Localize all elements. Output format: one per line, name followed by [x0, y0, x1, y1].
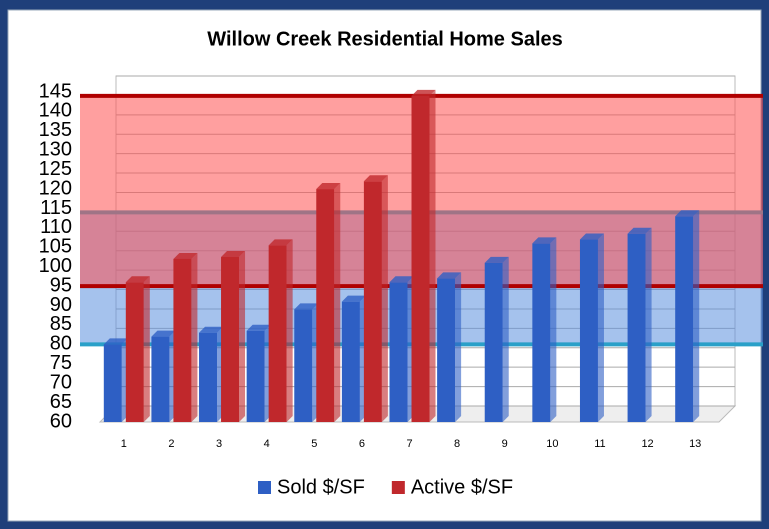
- bar-top: [125, 276, 150, 283]
- bar-top: [316, 183, 341, 190]
- y-tick-label: 70: [50, 371, 72, 393]
- bar-side: [455, 272, 462, 422]
- bar-side: [191, 252, 198, 422]
- bar-top: [103, 338, 128, 345]
- y-tick-label: 100: [39, 255, 72, 277]
- y-tick-label: 135: [39, 119, 72, 141]
- bar-top: [246, 324, 271, 331]
- bar-top: [579, 233, 604, 240]
- bar: [173, 258, 192, 422]
- y-tick-label: 65: [50, 391, 72, 413]
- x-tick-label: 3: [216, 438, 222, 450]
- y-tick-label: 140: [39, 100, 72, 122]
- bar-top: [627, 227, 652, 234]
- y-tick-label: 145: [39, 80, 72, 102]
- bar-side: [239, 251, 246, 422]
- bar-side: [429, 89, 436, 422]
- bar-side: [597, 233, 604, 422]
- bar-side: [693, 210, 700, 422]
- x-tick-label: 11: [594, 438, 605, 450]
- x-tick-label: 8: [454, 438, 460, 450]
- bar: [389, 282, 408, 422]
- x-tick-label: 1: [121, 438, 127, 450]
- bar: [221, 257, 240, 422]
- bar-top: [173, 252, 198, 259]
- bar-top: [437, 272, 462, 279]
- bar-top: [389, 276, 414, 283]
- bar: [579, 239, 598, 422]
- x-tick-label: 2: [168, 438, 174, 450]
- legend-swatch: [258, 481, 271, 494]
- bar: [675, 216, 694, 422]
- bar: [437, 278, 456, 422]
- x-tick-label: 5: [311, 438, 317, 450]
- bar-top: [484, 256, 509, 263]
- bar: [268, 245, 287, 422]
- x-tick-label: 9: [502, 438, 508, 450]
- bar-top: [268, 239, 293, 246]
- y-tick-label: 90: [50, 294, 72, 316]
- bar-top: [675, 210, 700, 217]
- x-tick-label: 10: [546, 438, 558, 450]
- legend-swatch: [391, 481, 405, 494]
- bar: [246, 330, 265, 422]
- bar-side: [381, 175, 388, 422]
- bar-top: [199, 326, 224, 333]
- y-tick-label: 120: [39, 177, 72, 199]
- bar: [316, 189, 335, 422]
- bar-side: [286, 239, 293, 422]
- bar: [341, 301, 360, 422]
- x-tick-label: 4: [264, 438, 270, 450]
- bar: [125, 282, 144, 422]
- y-tick-label: 85: [50, 313, 72, 335]
- bar: [363, 181, 382, 422]
- chart-title: Willow Creek Residential Home Sales: [207, 28, 563, 50]
- bar-top: [294, 303, 319, 310]
- bar: [627, 233, 646, 422]
- y-tick-label: 110: [40, 216, 72, 238]
- bar-top: [151, 330, 176, 337]
- bar-side: [645, 227, 652, 422]
- legend-label: Sold $/SF: [277, 476, 365, 498]
- x-tick-label: 12: [641, 438, 653, 450]
- x-tick-label: 6: [359, 438, 365, 450]
- bar-side: [502, 256, 509, 422]
- legend-label: Active $/SF: [411, 476, 513, 498]
- bar-top: [411, 89, 436, 96]
- bar: [411, 95, 430, 422]
- bar-top: [221, 251, 246, 257]
- bar: [484, 262, 503, 422]
- y-tick-label: 75: [50, 352, 72, 374]
- bar-side: [550, 237, 557, 422]
- bar-side: [143, 276, 150, 422]
- bar: [532, 243, 551, 422]
- bar: [199, 332, 218, 422]
- y-tick-label: 80: [50, 333, 72, 355]
- y-tick-label: 130: [39, 139, 72, 161]
- bar: [294, 309, 313, 422]
- x-tick-label: 7: [406, 438, 412, 450]
- bar: [151, 336, 170, 422]
- y-tick-label: 105: [39, 236, 72, 258]
- y-tick-label: 95: [50, 274, 72, 296]
- bar-side: [334, 183, 341, 422]
- bar-top: [341, 295, 366, 302]
- y-tick-label: 125: [39, 158, 72, 180]
- y-tick-label: 115: [40, 197, 72, 219]
- bar-top: [532, 237, 557, 244]
- x-tick-label: 13: [689, 438, 701, 450]
- y-tick-label: 60: [50, 410, 72, 432]
- bar: [103, 344, 122, 422]
- bar-top: [363, 175, 388, 182]
